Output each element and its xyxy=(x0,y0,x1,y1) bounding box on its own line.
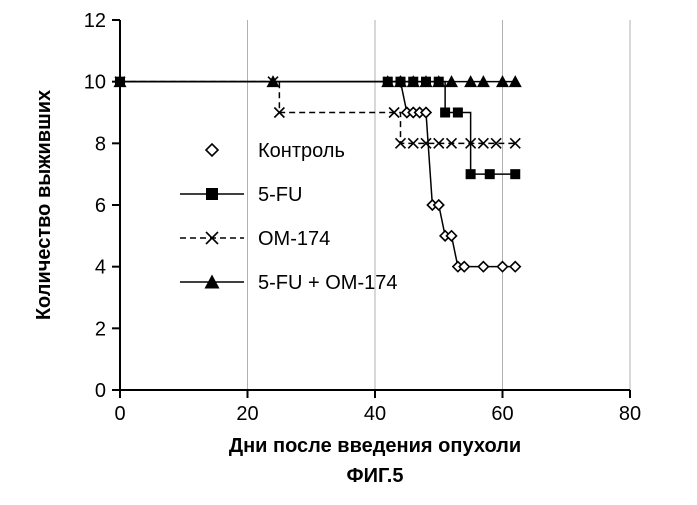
x-tick-label: 40 xyxy=(364,403,386,425)
y-axis-label: Количество выживших xyxy=(33,90,55,320)
legend-label-om174: ОМ-174 xyxy=(258,228,330,250)
figure-label: ФИГ.5 xyxy=(347,465,404,487)
x-tick-label: 20 xyxy=(236,403,258,425)
y-tick-label: 2 xyxy=(95,318,106,340)
x-axis-label: Дни после введения опухоли xyxy=(229,435,521,457)
y-tick-label: 6 xyxy=(95,195,106,217)
legend-label-fu_om174: 5-FU + OM-174 xyxy=(258,272,397,294)
legend-label-fu: 5-FU xyxy=(258,184,302,206)
legend-label-control: Контроль xyxy=(258,140,345,162)
survival-chart: 0 20 40 60 80 0 2 4 6 8 10 12 Дни после введения опу… xyxy=(0,0,697,500)
x-tick-label: 0 xyxy=(114,403,125,425)
y-tick-label: 4 xyxy=(95,257,106,279)
y-tick-label: 12 xyxy=(84,10,106,32)
y-tick-label: 8 xyxy=(95,133,106,155)
chart-svg: 0 20 40 60 80 0 2 4 6 8 10 12 Дни после введения опу… xyxy=(0,0,697,500)
y-tick-label: 0 xyxy=(95,380,106,402)
y-tick-label: 10 xyxy=(84,72,106,94)
x-tick-label: 80 xyxy=(619,403,641,425)
x-tick-label: 60 xyxy=(491,403,513,425)
